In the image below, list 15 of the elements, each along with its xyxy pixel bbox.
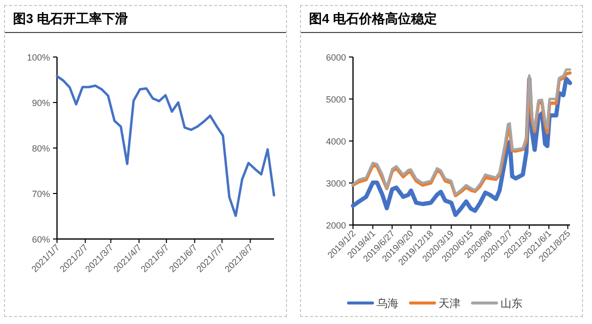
y-tick-label: 5000 (326, 94, 346, 104)
y-tick-label: 100% (26, 52, 50, 62)
legend-label: 天津 (438, 297, 460, 310)
legend-label: 乌海 (376, 298, 398, 310)
y-tick-label: 60% (32, 234, 50, 244)
chart-title: 图4 电石价格高位稳定 (301, 6, 582, 33)
legend-label: 山东 (500, 297, 522, 310)
y-tick-label: 80% (32, 144, 50, 154)
chart-title: 图3 电石开工率下滑 (5, 6, 286, 33)
y-tick-label: 70% (32, 189, 50, 199)
y-tick-label: 2000 (326, 220, 346, 230)
y-tick-label: 90% (32, 98, 50, 108)
y-tick-label: 4000 (326, 136, 346, 146)
y-tick-label: 3000 (326, 178, 346, 188)
y-tick-label: 6000 (326, 52, 346, 62)
